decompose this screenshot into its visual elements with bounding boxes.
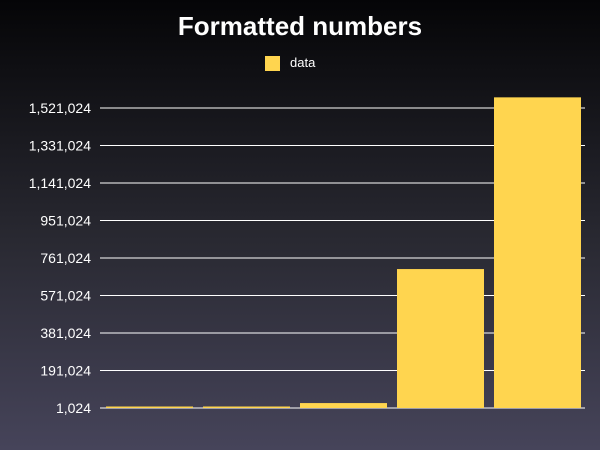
y-tick-label: 381,024 <box>40 325 91 341</box>
chart-title: Formatted numbers <box>178 11 422 41</box>
bars <box>106 97 581 409</box>
legend-swatch-data <box>265 56 280 71</box>
legend: data <box>265 55 316 71</box>
bar <box>300 403 387 408</box>
y-axis-ticks: 1,024 191,024 381,024 571,024 761,024 951,024… <box>29 100 92 416</box>
y-tick-label: 1,521,024 <box>29 100 91 116</box>
bar <box>203 406 290 408</box>
gridlines <box>100 107 585 409</box>
y-tick-label: 951,024 <box>40 213 91 229</box>
y-tick-label: 1,331,024 <box>29 138 91 154</box>
y-tick-label: 191,024 <box>40 363 91 379</box>
y-tick-label: 571,024 <box>40 288 91 304</box>
y-tick-label: 761,024 <box>40 250 91 266</box>
legend-label-data: data <box>290 55 316 70</box>
bar <box>397 269 484 408</box>
bar <box>106 406 193 408</box>
y-tick-label: 1,141,024 <box>29 175 91 191</box>
y-tick-label: 1,024 <box>56 400 91 416</box>
bar <box>494 97 581 409</box>
